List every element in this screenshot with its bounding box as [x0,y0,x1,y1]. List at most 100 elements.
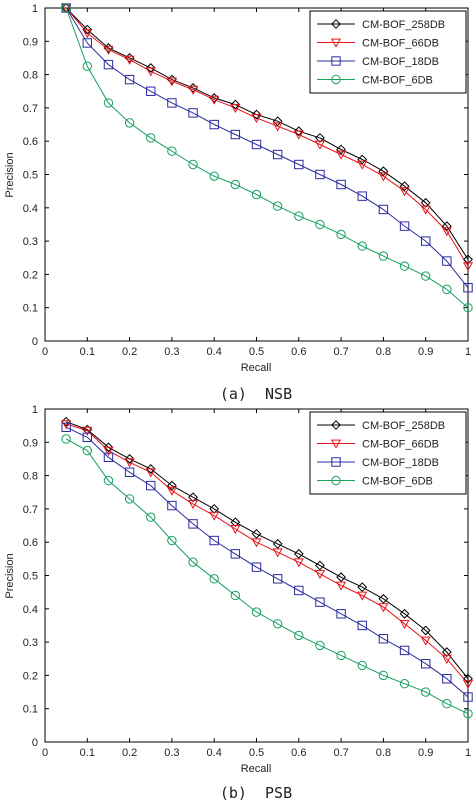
data-point [463,303,473,313]
y-tick-label: 0.5 [23,571,38,583]
caption-b: (b) PSB [220,784,292,802]
data-point [230,549,241,559]
data-point [272,619,283,629]
data-point [82,432,92,443]
data-point [103,45,114,55]
data-point [167,500,177,511]
y-tick-label: 1 [32,404,38,416]
y-axis-label-a: Precision [4,152,16,197]
x-axis-label-b: Recall [241,763,272,775]
data-point [272,201,283,211]
data-point [272,548,283,558]
data-point [442,284,452,295]
data-point [441,654,452,664]
data-point [357,191,367,201]
data-point [378,251,389,261]
x-tick-label: 0.6 [291,747,306,759]
data-point [357,154,368,165]
data-point [421,659,431,669]
data-point [61,434,71,444]
y-tick-label: 0.1 [23,303,38,315]
legend-label: CM-BOF_66DB [362,38,439,50]
data-point [82,29,93,39]
data-point [420,636,431,646]
data-point [61,3,71,13]
data-point [251,538,262,548]
data-point [357,582,368,593]
data-point [124,118,135,128]
x-axis-label-a: Recall [241,362,272,374]
chart-panel-a: 0 0.1 0.2 0.3 0.4 0.5 0.6 0.7 0.8 0.9 1 0 0.1 0.2 0.3 0… [4,3,474,403]
data-point [209,95,220,105]
data-point [462,262,474,272]
data-point [82,38,92,48]
x-tick-label: 0.4 [207,747,222,759]
data-point [230,517,241,528]
y-tick-label: 0 [32,336,38,348]
data-point [251,139,262,150]
y-tick-label: 0.8 [23,70,38,82]
data-point [251,114,262,124]
x-tick-label: 0.3 [164,747,179,759]
data-point [336,150,347,160]
data-point [251,109,262,120]
data-point [103,475,114,486]
data-point [336,572,347,583]
y-tick-label: 0.4 [23,203,38,215]
data-point [209,171,219,181]
data-point [82,24,93,35]
data-point [294,159,304,170]
data-point [167,98,177,108]
data-point [251,562,262,572]
data-point [441,647,452,657]
data-point [103,452,114,462]
data-point [294,630,304,641]
data-point [314,140,325,150]
legend-swatch-marker [331,19,341,29]
data-point [124,74,135,85]
data-point [61,422,71,433]
data-point [357,660,367,671]
data-point [166,77,177,87]
x-tick-label: 0.7 [333,747,348,759]
data-point [357,241,367,251]
data-point [188,108,198,118]
data-point [378,204,389,215]
y-tick-label: 0 [32,737,38,749]
data-point [82,445,93,456]
data-point [399,679,410,689]
data-point [336,144,347,155]
y-tick-label: 0.7 [23,103,38,115]
data-point [463,708,473,719]
data-point [103,446,114,456]
data-point [378,634,389,644]
data-point [272,116,283,127]
x-tick-label: 0.5 [249,346,264,358]
y-tick-label: 0.9 [23,36,38,48]
data-point [167,535,177,546]
data-point [315,560,325,571]
legend-label: CM-BOF_6DB [362,476,433,488]
legend-swatch-marker [331,56,341,66]
data-point [378,166,389,177]
y-axis-label-b: Precision [4,553,16,598]
x-tick-label: 0.2 [122,346,137,358]
data-point [145,63,156,73]
data-point [378,670,389,681]
data-point [399,645,410,656]
data-point [294,211,304,221]
y-tick-label: 0.4 [23,604,38,616]
data-point [315,597,325,607]
data-point [399,221,410,231]
data-point [209,503,220,514]
legend-swatch-marker [331,475,341,486]
data-point [166,480,177,491]
data-point [293,558,304,568]
data-point [463,283,473,293]
data-point [145,67,156,77]
data-point [357,160,368,170]
data-point [188,557,198,567]
data-point [251,528,262,539]
x-tick-label: 0.4 [207,346,222,358]
data-point [421,687,431,697]
